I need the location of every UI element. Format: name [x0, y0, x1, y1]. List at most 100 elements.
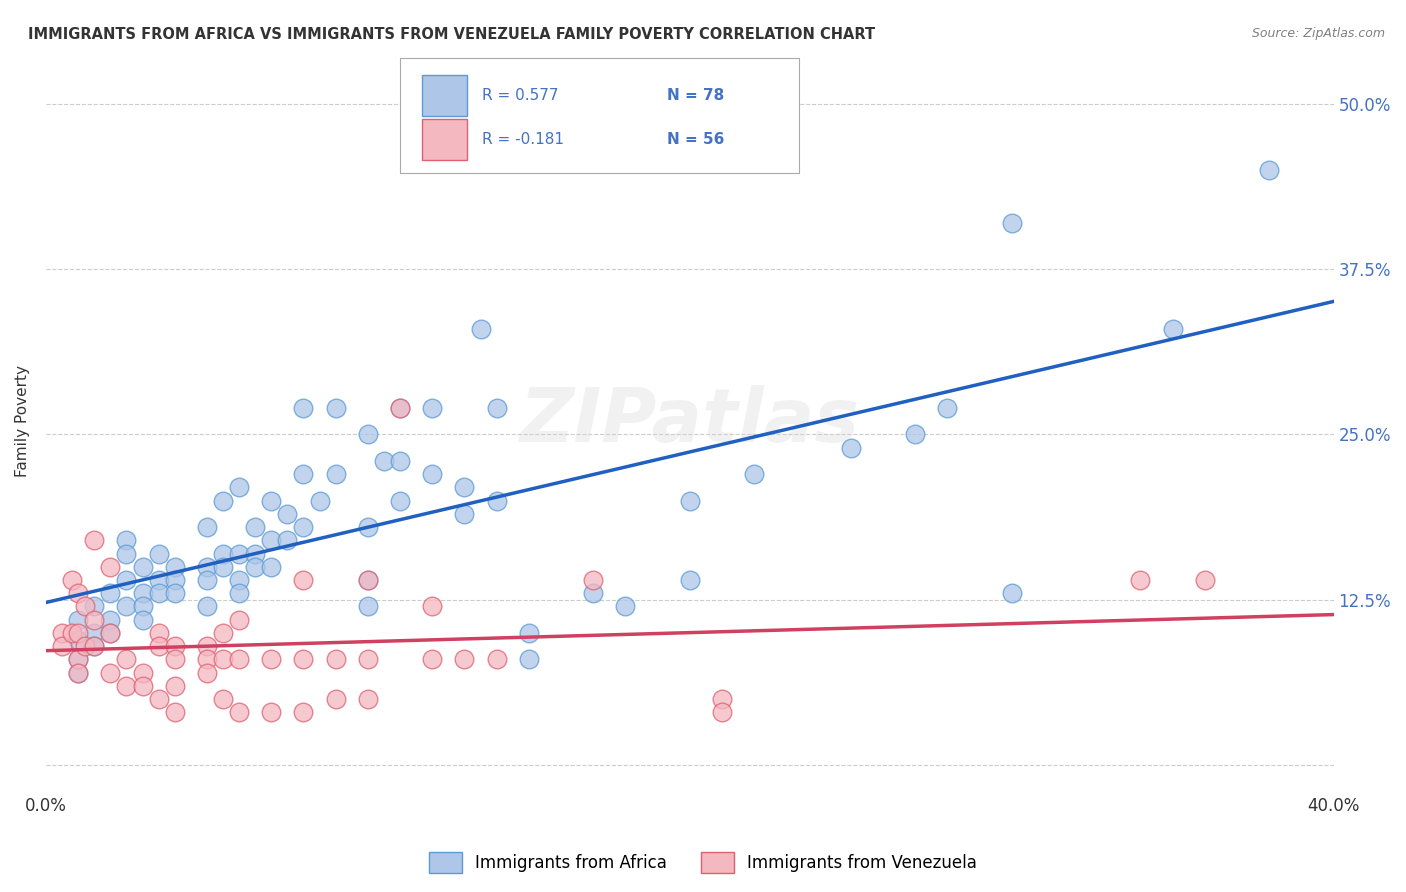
- Point: [148, 626, 170, 640]
- Point: [292, 706, 315, 720]
- Point: [163, 586, 186, 600]
- Point: [212, 547, 235, 561]
- Point: [357, 520, 380, 534]
- Point: [73, 639, 96, 653]
- Point: [195, 573, 218, 587]
- Point: [357, 692, 380, 706]
- Point: [148, 586, 170, 600]
- Point: [131, 559, 153, 574]
- Point: [357, 573, 380, 587]
- Point: [83, 613, 105, 627]
- Point: [98, 586, 121, 600]
- Point: [163, 559, 186, 574]
- Point: [115, 547, 138, 561]
- Point: [1001, 586, 1024, 600]
- Point: [131, 599, 153, 614]
- Point: [276, 533, 298, 548]
- Point: [148, 639, 170, 653]
- Point: [260, 706, 283, 720]
- Point: [163, 706, 186, 720]
- Point: [260, 533, 283, 548]
- Point: [389, 454, 412, 468]
- Point: [582, 573, 605, 587]
- Text: ZIPatlas: ZIPatlas: [520, 384, 859, 458]
- Point: [292, 520, 315, 534]
- Point: [60, 573, 83, 587]
- Point: [292, 401, 315, 415]
- Point: [389, 493, 412, 508]
- Point: [245, 520, 267, 534]
- Point: [485, 401, 508, 415]
- Point: [325, 467, 347, 482]
- Point: [67, 626, 90, 640]
- Point: [98, 626, 121, 640]
- Point: [614, 599, 637, 614]
- Point: [742, 467, 765, 482]
- Point: [51, 626, 73, 640]
- Text: R = 0.577: R = 0.577: [482, 87, 560, 103]
- Point: [325, 692, 347, 706]
- Point: [1129, 573, 1152, 587]
- Point: [228, 652, 250, 666]
- Point: [1258, 162, 1281, 177]
- Point: [83, 533, 105, 548]
- Point: [710, 692, 733, 706]
- Point: [73, 599, 96, 614]
- Point: [83, 626, 105, 640]
- Point: [98, 626, 121, 640]
- Point: [163, 679, 186, 693]
- Y-axis label: Family Poverty: Family Poverty: [15, 365, 30, 477]
- Point: [1194, 573, 1216, 587]
- Point: [420, 401, 443, 415]
- Point: [98, 559, 121, 574]
- Point: [292, 573, 315, 587]
- Point: [420, 652, 443, 666]
- Point: [212, 626, 235, 640]
- Point: [228, 613, 250, 627]
- Point: [517, 626, 540, 640]
- Point: [245, 547, 267, 561]
- Point: [67, 665, 90, 680]
- Point: [325, 401, 347, 415]
- Point: [98, 665, 121, 680]
- Point: [485, 493, 508, 508]
- Point: [470, 321, 492, 335]
- Text: R = -0.181: R = -0.181: [482, 132, 564, 147]
- FancyBboxPatch shape: [422, 75, 467, 116]
- Point: [228, 586, 250, 600]
- Point: [115, 652, 138, 666]
- Point: [115, 599, 138, 614]
- Point: [710, 706, 733, 720]
- Point: [67, 652, 90, 666]
- Point: [292, 652, 315, 666]
- Point: [936, 401, 959, 415]
- Point: [679, 573, 702, 587]
- Point: [131, 613, 153, 627]
- Point: [292, 467, 315, 482]
- Text: Source: ZipAtlas.com: Source: ZipAtlas.com: [1251, 27, 1385, 40]
- Point: [131, 586, 153, 600]
- Point: [373, 454, 395, 468]
- Point: [212, 692, 235, 706]
- Point: [148, 547, 170, 561]
- Point: [67, 586, 90, 600]
- Text: IMMIGRANTS FROM AFRICA VS IMMIGRANTS FROM VENEZUELA FAMILY POVERTY CORRELATION C: IMMIGRANTS FROM AFRICA VS IMMIGRANTS FRO…: [28, 27, 876, 42]
- Point: [228, 706, 250, 720]
- Point: [51, 639, 73, 653]
- Point: [60, 626, 83, 640]
- Point: [115, 533, 138, 548]
- Point: [357, 599, 380, 614]
- Point: [357, 573, 380, 587]
- Point: [228, 547, 250, 561]
- Point: [83, 639, 105, 653]
- Point: [839, 441, 862, 455]
- Point: [1161, 321, 1184, 335]
- Point: [195, 665, 218, 680]
- Point: [131, 665, 153, 680]
- Point: [131, 679, 153, 693]
- Text: N = 78: N = 78: [666, 87, 724, 103]
- Point: [260, 652, 283, 666]
- Point: [67, 652, 90, 666]
- Point: [517, 652, 540, 666]
- Point: [228, 480, 250, 494]
